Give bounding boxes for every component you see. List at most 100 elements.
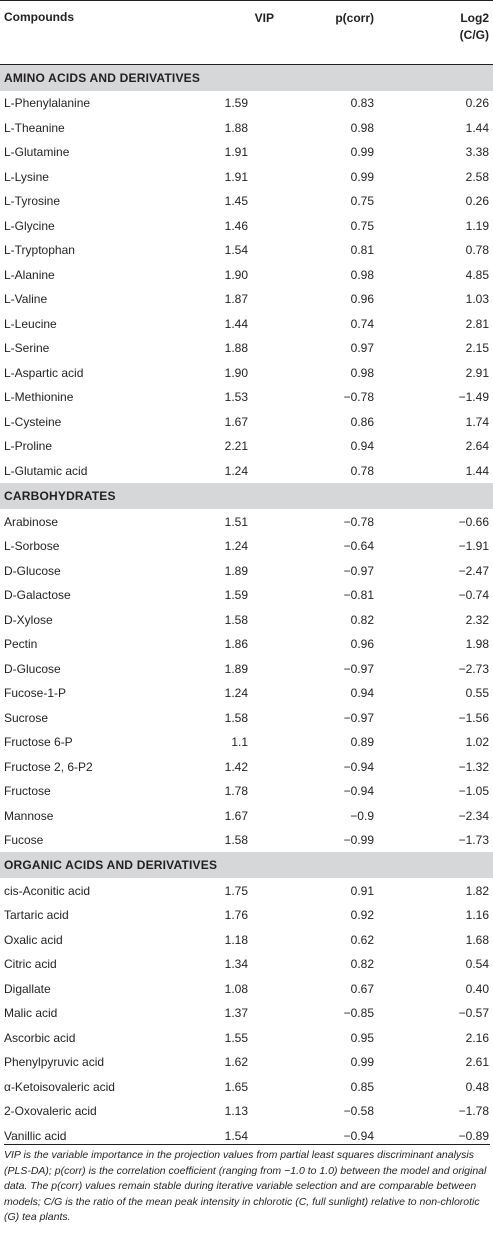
vip-cell: 1.53 xyxy=(224,390,248,405)
compound-name-cell: L-Serine xyxy=(4,341,50,356)
vip-cell: 1.78 xyxy=(224,784,248,799)
log2-cell: −1.05 xyxy=(458,784,489,799)
table-row: L-Valine 1.87 0.96 1.03 xyxy=(0,287,493,312)
pcorr-cell: −0.97 xyxy=(343,563,374,578)
vip-cell: 1.91 xyxy=(224,169,248,184)
table-row: Fucose-1-P 1.24 0.94 0.55 xyxy=(0,681,493,706)
table-row: L-Theanine 1.88 0.98 1.44 xyxy=(0,116,493,141)
vip-cell: 1.90 xyxy=(224,365,248,380)
compound-name-cell: Oxalic acid xyxy=(4,932,63,947)
table-row: Oxalic acid 1.18 0.62 1.68 xyxy=(0,928,493,953)
table-row: L-Lysine 1.91 0.99 2.58 xyxy=(0,165,493,190)
log2-cell: −1.32 xyxy=(458,759,489,774)
compound-name-cell: L-Tryptophan xyxy=(4,243,75,258)
table-footnote: VIP is the variable importance in the pr… xyxy=(4,1144,490,1226)
log2-cell: 1.82 xyxy=(465,883,489,898)
table-row: Pectin 1.86 0.96 1.98 xyxy=(0,632,493,657)
vip-cell: 1.67 xyxy=(224,414,248,429)
log2-cell: −0.57 xyxy=(458,1006,489,1021)
log2-cell: −0.66 xyxy=(458,514,489,529)
pcorr-cell: 0.86 xyxy=(350,414,374,429)
compound-name-cell: Ascorbic acid xyxy=(4,1030,76,1045)
compound-name-cell: Digallate xyxy=(4,981,51,996)
pcorr-cell: 0.75 xyxy=(350,218,374,233)
table-row: L-Tryptophan 1.54 0.81 0.78 xyxy=(0,238,493,263)
compound-name-cell: Fucose-1-P xyxy=(4,686,67,701)
pcorr-cell: 0.85 xyxy=(350,1079,374,1094)
log2-cell: 2.58 xyxy=(465,169,489,184)
table-row: D-Glucose 1.89 −0.97 −2.73 xyxy=(0,656,493,681)
compound-name-cell: L-Leucine xyxy=(4,316,57,331)
pcorr-cell: −0.58 xyxy=(343,1104,374,1119)
log2-cell: 1.44 xyxy=(465,463,489,478)
vip-cell: 1.54 xyxy=(224,1128,248,1143)
log2-cell: −0.74 xyxy=(458,588,489,603)
table-row: 2-Oxovaleric acid 1.13 −0.58 −1.78 xyxy=(0,1099,493,1124)
log2-cell: −1.78 xyxy=(458,1104,489,1119)
compound-name-cell: D-Xylose xyxy=(4,612,53,627)
vip-cell: 1.54 xyxy=(224,243,248,258)
pcorr-cell: 0.99 xyxy=(350,169,374,184)
vip-cell: 1.67 xyxy=(224,808,248,823)
vip-cell: 1.46 xyxy=(224,218,248,233)
table-row: Fructose 1.78 −0.94 −1.05 xyxy=(0,779,493,804)
log2-cell: 1.16 xyxy=(465,908,489,923)
table-row: Vanillic acid 1.54 −0.94 −0.89 xyxy=(0,1124,493,1149)
section-header-row: ORGANIC ACIDS AND DERIVATIVES xyxy=(0,852,493,879)
log2-cell: 0.26 xyxy=(465,194,489,209)
compound-name-cell: Arabinose xyxy=(4,514,59,529)
vip-cell: 1.58 xyxy=(224,710,248,725)
table-row: Phenylpyruvic acid 1.62 0.99 2.61 xyxy=(0,1050,493,1075)
vip-cell: 1.13 xyxy=(224,1104,248,1119)
vip-cell: 1.88 xyxy=(224,120,248,135)
compound-name-cell: Citric acid xyxy=(4,957,57,972)
table-row: α-Ketoisovaleric acid 1.65 0.85 0.48 xyxy=(0,1075,493,1100)
vip-cell: 1.89 xyxy=(224,661,248,676)
pcorr-cell: 0.98 xyxy=(350,267,374,282)
vip-cell: 1.62 xyxy=(224,1055,248,1070)
vip-cell: 1.24 xyxy=(224,539,248,554)
compound-name-cell: L-Valine xyxy=(4,292,48,307)
pcorr-cell: 0.92 xyxy=(350,908,374,923)
log2-cell: −2.73 xyxy=(458,661,489,676)
log2-cell: 1.19 xyxy=(465,218,489,233)
header-log2-line1: Log2 xyxy=(460,11,489,25)
compound-name-cell: Fucose xyxy=(4,833,44,848)
pcorr-cell: 0.96 xyxy=(350,292,374,307)
pcorr-cell: −0.64 xyxy=(343,539,374,554)
vip-cell: 1.59 xyxy=(224,588,248,603)
pcorr-cell: 0.81 xyxy=(350,243,374,258)
compound-name-cell: Phenylpyruvic acid xyxy=(4,1055,105,1070)
vip-cell: 2.21 xyxy=(224,439,248,454)
pcorr-cell: −0.78 xyxy=(343,514,374,529)
section-title: AMINO ACIDS AND DERIVATIVES xyxy=(0,64,493,91)
pcorr-cell: 0.98 xyxy=(350,120,374,135)
vip-cell: 1.59 xyxy=(224,96,248,111)
pcorr-cell: −0.97 xyxy=(343,710,374,725)
pcorr-cell: 0.82 xyxy=(350,612,374,627)
table-row: Ascorbic acid 1.55 0.95 2.16 xyxy=(0,1026,493,1051)
pcorr-cell: −0.94 xyxy=(343,1128,374,1143)
table-row: L-Tyrosine 1.45 0.75 0.26 xyxy=(0,189,493,214)
vip-cell: 1.55 xyxy=(224,1030,248,1045)
vip-cell: 1.65 xyxy=(224,1079,248,1094)
section-title: ORGANIC ACIDS AND DERIVATIVES xyxy=(0,852,493,879)
compound-name-cell: Vanillic acid xyxy=(4,1128,67,1143)
compound-name-cell: L-Proline xyxy=(4,439,53,454)
header-log2-line2: (C/G) xyxy=(459,28,489,42)
compound-name-cell: D-Galactose xyxy=(4,588,71,603)
vip-cell: 1.87 xyxy=(224,292,248,307)
log2-cell: −1.91 xyxy=(458,539,489,554)
table-row: L-Phenylalanine 1.59 0.83 0.26 xyxy=(0,91,493,116)
compound-name-cell: L-Glycine xyxy=(4,218,55,233)
pcorr-cell: 0.91 xyxy=(350,883,374,898)
pcorr-cell: 0.74 xyxy=(350,316,374,331)
pcorr-cell: 0.94 xyxy=(350,439,374,454)
log2-cell: −2.47 xyxy=(458,563,489,578)
compound-name-cell: 2-Oxovaleric acid xyxy=(4,1104,97,1119)
header-log2: Log2 (C/G) xyxy=(378,0,493,65)
pcorr-cell: −0.97 xyxy=(343,661,374,676)
pcorr-cell: −0.85 xyxy=(343,1006,374,1021)
log2-cell: −1.56 xyxy=(458,710,489,725)
